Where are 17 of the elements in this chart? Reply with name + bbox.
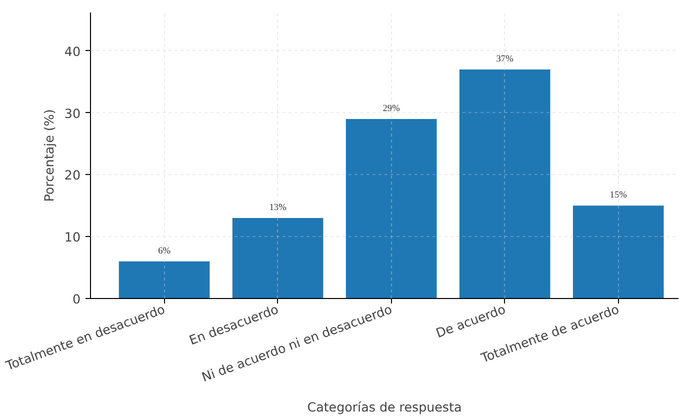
- bar: [572, 206, 664, 298]
- y-tick-label: 40: [64, 44, 81, 59]
- data-label: 13%: [269, 203, 287, 214]
- y-axis-title: Porcentaje (%): [41, 109, 56, 202]
- bar: [232, 218, 324, 298]
- y-tick-label: 0: [72, 292, 81, 306]
- y-tick-label: 30: [64, 106, 81, 121]
- bar: [118, 261, 210, 298]
- data-label: 29%: [382, 104, 400, 114]
- bar: [459, 69, 550, 298]
- data-label: 15%: [610, 190, 628, 201]
- x-axis-title: Categorías de respuesta: [307, 400, 462, 415]
- bar: [346, 118, 437, 298]
- data-label: 37%: [496, 54, 514, 64]
- y-tick-label: 20: [64, 168, 81, 183]
- data-label: 6%: [158, 246, 171, 256]
- y-tick-label: 10: [64, 230, 81, 245]
